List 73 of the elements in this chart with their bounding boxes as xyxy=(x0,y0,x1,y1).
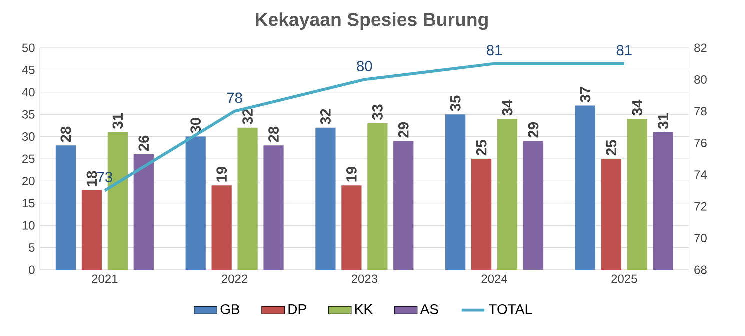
bar xyxy=(82,190,102,270)
x-tick-label: 2025 xyxy=(612,274,638,284)
y-tick-label: 10 xyxy=(22,221,35,230)
legend-label: KK xyxy=(356,304,373,314)
data-label: 34 xyxy=(502,100,513,116)
data-label: 33 xyxy=(372,104,383,120)
data-label: 28 xyxy=(268,126,279,142)
y-tick-label: 50 xyxy=(22,44,35,52)
y-tick-label: 30 xyxy=(22,132,35,142)
bar xyxy=(627,119,648,270)
bar xyxy=(575,106,596,270)
legend-label: GB xyxy=(220,304,240,314)
bar xyxy=(134,154,154,270)
x-tick-label: 2021 xyxy=(92,274,118,284)
data-label: 19 xyxy=(346,166,357,182)
data-label: 31 xyxy=(658,114,669,130)
bar xyxy=(186,136,206,270)
y-tick-label: 20 xyxy=(22,176,35,186)
data-label: 30 xyxy=(190,118,202,134)
y-tick-label: 0 xyxy=(29,266,35,274)
y-tick-label: 15 xyxy=(22,199,35,208)
data-label: 19 xyxy=(216,166,228,182)
data-label: 81 xyxy=(487,45,502,56)
bar xyxy=(238,128,258,270)
y2-tick-label: 68 xyxy=(694,266,707,274)
chart-title: Kekayaan Spesies Burung xyxy=(256,12,488,30)
data-label: 78 xyxy=(227,92,242,104)
bar xyxy=(653,132,674,270)
bar xyxy=(446,114,466,270)
data-label: 80 xyxy=(357,61,372,72)
x-tick-label: 2022 xyxy=(222,274,248,284)
data-label: 81 xyxy=(616,45,632,56)
bar xyxy=(316,128,336,270)
y-tick-label: 45 xyxy=(22,66,35,74)
bar xyxy=(601,159,622,270)
y-tick-label: 25 xyxy=(22,154,35,164)
bar xyxy=(394,141,414,270)
legend-label: DP xyxy=(288,304,306,314)
bar xyxy=(264,146,284,270)
legend-label: TOTAL xyxy=(489,304,532,314)
y-tick-label: 35 xyxy=(22,110,35,119)
data-label: 18 xyxy=(86,171,98,186)
legend-label: AS xyxy=(420,304,438,314)
y2-tick-label: 82 xyxy=(694,44,707,52)
bar xyxy=(471,159,492,270)
data-label: 25 xyxy=(476,140,487,156)
data-label: 34 xyxy=(632,100,643,116)
y-tick-label: 5 xyxy=(29,244,35,252)
data-label: 26 xyxy=(138,136,150,152)
bar xyxy=(56,146,76,270)
data-label: 35 xyxy=(450,96,461,112)
bar xyxy=(212,186,232,270)
data-label: 32 xyxy=(242,109,253,125)
y2-tick-label: 76 xyxy=(694,138,707,148)
y2-tick-label: 72 xyxy=(694,202,707,211)
data-label: 29 xyxy=(398,122,409,138)
data-label: 29 xyxy=(528,122,539,138)
bar xyxy=(523,141,544,270)
bar xyxy=(342,186,362,270)
y2-tick-label: 70 xyxy=(694,234,707,243)
y2-tick-label: 74 xyxy=(694,170,708,179)
data-label: 37 xyxy=(580,87,591,102)
data-label: 32 xyxy=(320,109,331,125)
bar xyxy=(497,119,518,270)
y2-tick-label: 80 xyxy=(694,75,707,84)
y-tick-label: 40 xyxy=(22,88,35,97)
data-label: 28 xyxy=(60,126,72,142)
bar xyxy=(368,123,388,270)
x-tick-label: 2024 xyxy=(482,274,508,284)
data-label: 31 xyxy=(112,114,124,130)
x-tick-label: 2023 xyxy=(352,274,378,284)
y2-tick-label: 78 xyxy=(694,107,707,116)
data-label: 25 xyxy=(606,140,617,156)
